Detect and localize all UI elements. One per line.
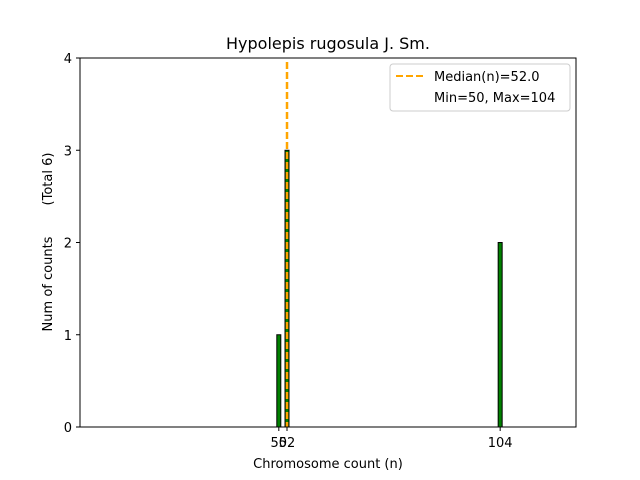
chart-title: Hypolepis rugosula J. Sm. [226, 34, 430, 53]
legend-box [389, 63, 571, 112]
x-axis-label: Chromosome count (n) [253, 457, 403, 472]
legend: Median(n)=52.0 Min=50, Max=104 [389, 63, 571, 112]
bar-104 [497, 242, 503, 428]
x-tick-label: 52 [279, 436, 296, 451]
y-tick-label: 2 [64, 237, 72, 252]
y-tick-label: 0 [64, 421, 72, 436]
legend-median-label: Median(n)=52.0 [434, 70, 540, 85]
y-tick-label: 1 [64, 329, 72, 344]
legend-range-label: Min=50, Max=104 [434, 91, 555, 106]
y-tick-label: 4 [64, 52, 72, 67]
y-tick-label: 3 [64, 144, 72, 159]
y-axis-total-label: (Total 6) [41, 153, 56, 206]
y-axis-label: Num of counts [41, 236, 56, 331]
bars-layer [276, 149, 503, 428]
x-tick-label: 50 [271, 436, 288, 451]
bar-50 [276, 334, 282, 428]
x-tick-label: 104 [488, 436, 513, 451]
